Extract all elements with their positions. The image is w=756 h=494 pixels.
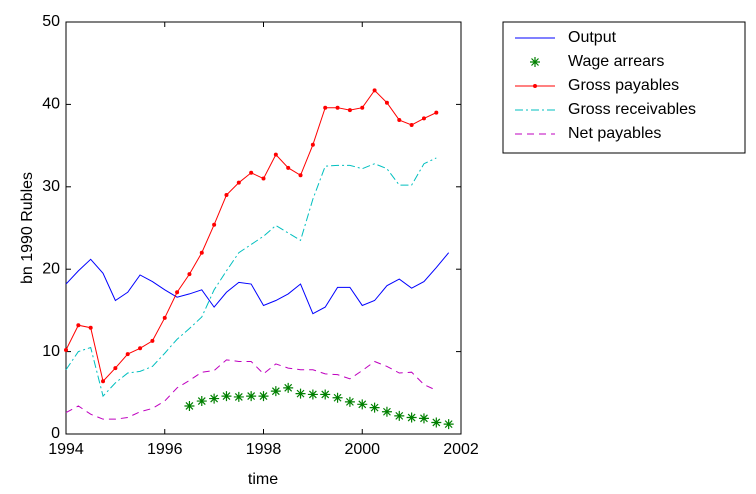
point (76, 323, 81, 328)
point (175, 290, 180, 295)
point (286, 165, 291, 170)
point (431, 417, 442, 428)
point (150, 338, 155, 343)
point (409, 123, 414, 127)
point (236, 180, 241, 185)
point (434, 110, 439, 115)
point (283, 382, 294, 393)
point (381, 406, 392, 417)
point (261, 176, 266, 181)
y-tick-label: 10 (42, 343, 60, 360)
y-tick-label: 40 (42, 96, 60, 113)
legend-label: Gross receivables (568, 101, 696, 118)
point (394, 410, 405, 421)
point (138, 346, 143, 351)
series-line (65, 359, 437, 420)
point (88, 325, 93, 330)
point (246, 391, 257, 402)
legend-label: Net payables (568, 125, 661, 142)
point (209, 393, 220, 404)
point (258, 391, 269, 402)
point (224, 193, 229, 198)
x-axis-label: time (248, 471, 278, 488)
point (384, 100, 389, 105)
point (199, 250, 204, 255)
point (270, 386, 281, 397)
legend-marker (533, 84, 537, 88)
point (332, 392, 343, 403)
plot-area (65, 21, 462, 435)
point (320, 389, 331, 400)
point (347, 108, 352, 113)
y-tick-label: 20 (42, 260, 60, 277)
point (357, 399, 368, 410)
series-line (65, 252, 450, 315)
x-tick-label: 1994 (48, 441, 84, 458)
point (101, 379, 106, 384)
legend-label: Output (568, 29, 617, 46)
point (323, 105, 328, 110)
legend-box (502, 21, 746, 154)
point (372, 88, 377, 93)
point (233, 391, 244, 402)
point (184, 400, 195, 411)
point (113, 366, 118, 371)
legend-marker (530, 57, 540, 67)
point (298, 173, 303, 178)
point (249, 170, 254, 175)
y-tick-label: 50 (42, 13, 60, 30)
point (295, 388, 306, 399)
x-tick-label: 2000 (344, 441, 380, 458)
x-tick-label: 1998 (246, 441, 282, 458)
series-line (65, 157, 437, 398)
point (187, 272, 192, 277)
point (162, 315, 167, 320)
point (418, 413, 429, 424)
point (335, 105, 340, 110)
point (443, 419, 454, 430)
y-tick-label: 0 (51, 425, 60, 442)
y-tick-label: 30 (42, 178, 60, 195)
point (397, 118, 402, 123)
point (310, 142, 315, 147)
legend-label: Gross payables (568, 77, 679, 94)
point (307, 389, 318, 400)
point (344, 396, 355, 407)
point (273, 152, 278, 157)
point (221, 391, 232, 402)
point (421, 116, 426, 121)
point (406, 412, 417, 423)
point (212, 222, 217, 227)
x-tick-label: 1996 (147, 441, 183, 458)
legend-label: Wage arrears (568, 53, 664, 70)
point (196, 396, 207, 407)
point (64, 347, 68, 352)
point (360, 105, 365, 110)
x-tick-label: 2002 (443, 441, 479, 458)
y-axis-label: bn 1990 Rubles (19, 172, 36, 284)
point (369, 402, 380, 413)
point (125, 352, 130, 357)
